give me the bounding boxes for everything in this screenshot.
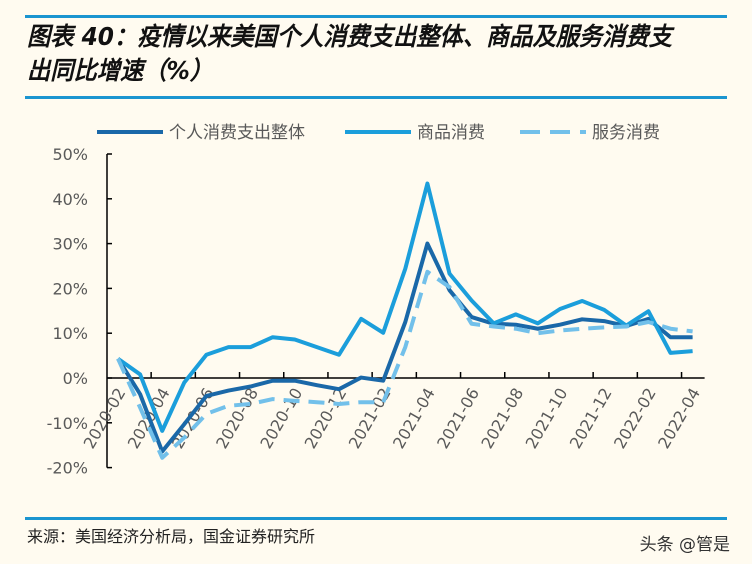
x-tick-label: 2021-06 [433,384,483,451]
watermark: 头条 @管是 [639,535,730,555]
x-tick-label: 2022-02 [610,385,660,452]
x-tick-label: 2021-10 [522,385,572,452]
x-tick-label: 2021-04 [389,385,439,452]
top-rule [25,15,727,18]
legend-label: 个人消费支出整体 [169,123,305,143]
x-tick-label: 2020-10 [256,385,306,452]
x-tick-label: 2022-04 [654,385,704,452]
x-tick-label: 2020-12 [301,385,351,452]
y-tick-label: 20% [52,279,88,298]
y-tick-label: 10% [52,324,88,343]
y-tick-label: 0% [63,369,88,388]
y-tick-label: 50% [52,145,88,164]
x-tick-label: 2021-08 [477,385,527,452]
figure-title: 图表 40：疫情以来美国个人消费支出整体、商品及服务消费支出同比增速（%） [27,22,672,85]
source-note: 来源：美国经济分析局，国金证券研究所 [27,527,316,546]
legend-label: 商品消费 [417,123,485,143]
legend-label: 服务消费 [592,123,660,143]
x-tick-label: 2021-12 [566,385,616,452]
y-tick-label: -20% [47,459,88,478]
title-rule [25,96,727,99]
y-tick-label: 30% [52,235,88,254]
y-tick-label: -10% [47,414,88,433]
y-tick-label: 40% [52,190,88,209]
bottom-rule [25,517,727,520]
